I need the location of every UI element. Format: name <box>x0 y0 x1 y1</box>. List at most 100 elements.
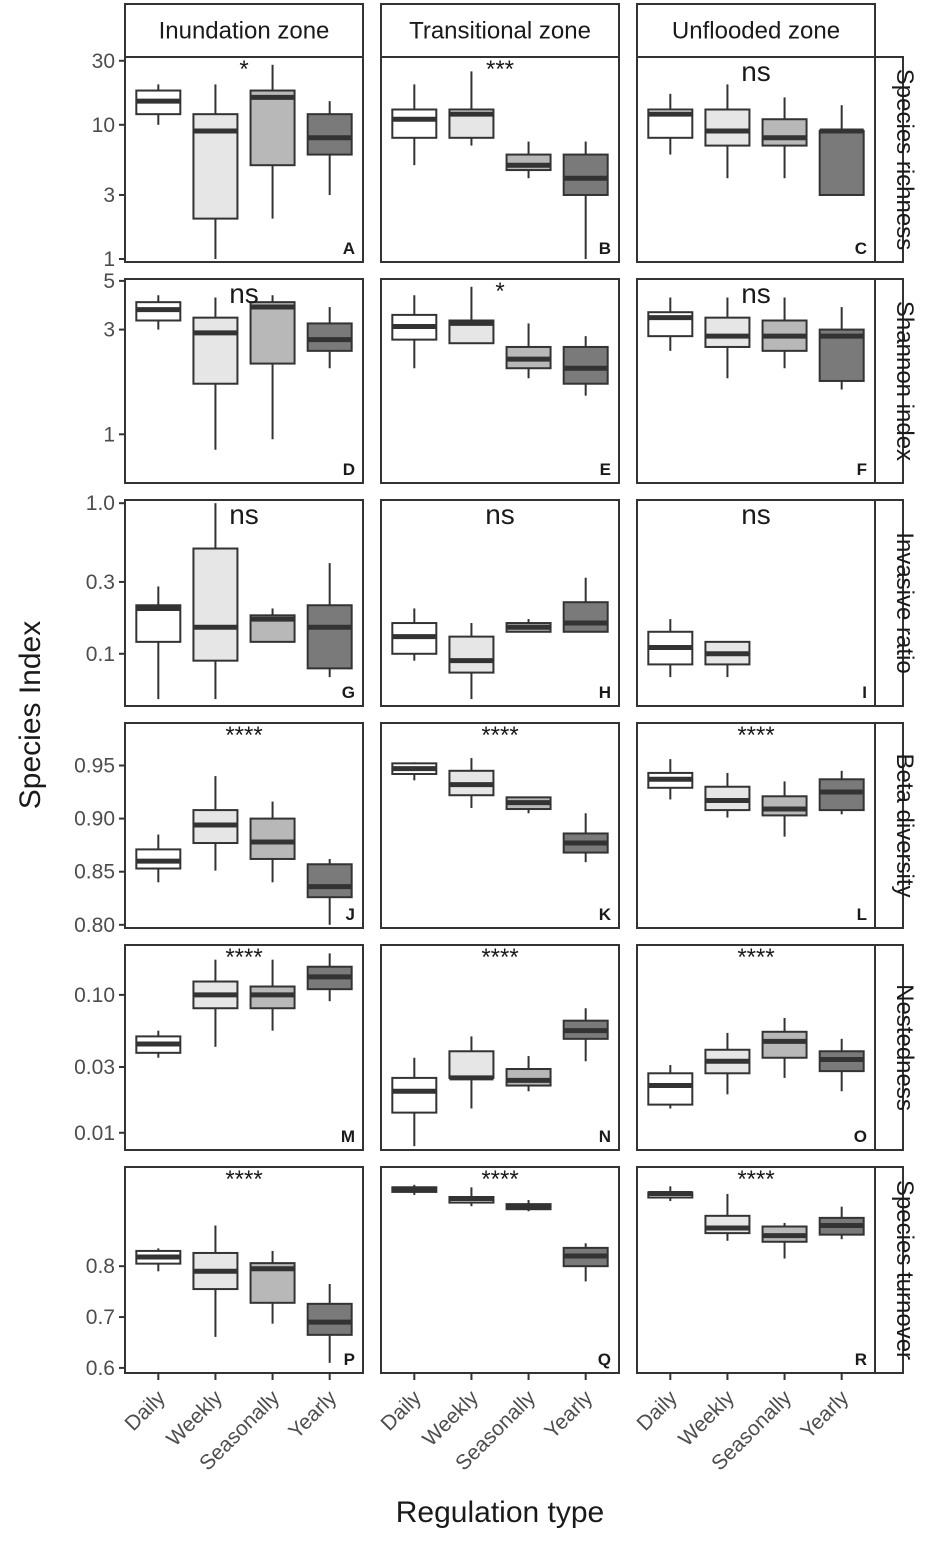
box-weekly <box>704 84 751 179</box>
y-tick-label: 0.85 <box>74 861 115 884</box>
box-yearly <box>818 307 865 390</box>
y-tick-label: 3 <box>103 319 115 342</box>
panel-border <box>124 56 364 263</box>
panel-letter: H <box>599 683 611 702</box>
box-daily <box>647 1186 694 1202</box>
panel-letter: M <box>341 1127 355 1146</box>
y-tick-label: 1 <box>103 423 115 446</box>
panel-letter: R <box>855 1350 867 1369</box>
box-iqr <box>249 89 296 167</box>
panel-R: **** R <box>636 1166 876 1374</box>
box-iqr <box>192 316 239 385</box>
panel-B: *** B <box>380 56 620 263</box>
y-tick-label: 0.80 <box>74 914 115 937</box>
box-yearly <box>562 813 609 863</box>
box-weekly <box>448 1036 495 1109</box>
x-tick-label-daily: Daily <box>377 1386 427 1436</box>
significance-label: **** <box>225 722 262 749</box>
box-daily <box>391 1057 438 1147</box>
box-seasonally <box>249 295 296 440</box>
box-iqr <box>448 635 495 674</box>
box-iqr <box>818 129 865 196</box>
x-tick-label-yearly: Yearly <box>540 1386 597 1443</box>
box-iqr <box>391 1076 438 1114</box>
box-seasonally <box>761 1017 808 1078</box>
box-yearly <box>818 105 865 196</box>
box-seasonally <box>505 619 552 633</box>
significance-label: ns <box>741 499 771 530</box>
index-strip-species-richness <box>874 56 904 263</box>
box-daily <box>647 619 694 678</box>
box-seasonally <box>249 801 296 883</box>
box-seasonally <box>505 796 552 814</box>
index-label-nestedness: Nestedness <box>891 984 918 1111</box>
y-tick-label: 10 <box>92 114 115 137</box>
box-weekly <box>192 503 239 700</box>
box-weekly <box>448 286 495 345</box>
panel-border <box>636 499 876 707</box>
significance-label: **** <box>481 1166 518 1193</box>
significance-label: **** <box>481 722 518 749</box>
box-yearly <box>306 953 353 1002</box>
y-tick-label: 30 <box>92 50 115 73</box>
index-strip-species-turnover <box>874 1166 904 1374</box>
panel-A: *A <box>124 56 364 263</box>
box-daily <box>135 1248 182 1272</box>
x-axis-title: Regulation type <box>396 1496 604 1529</box>
box-iqr <box>562 345 609 385</box>
significance-label: **** <box>737 722 774 749</box>
y-tick-label: 0.3 <box>86 571 115 594</box>
index-label-species-richness: Species richness <box>891 69 918 250</box>
significance-label: ns <box>485 499 515 530</box>
box-iqr <box>306 1302 353 1336</box>
box-daily <box>647 759 694 800</box>
panel-letter: P <box>344 1350 355 1369</box>
box-yearly <box>306 1283 353 1363</box>
panel-border <box>380 944 620 1151</box>
box-iqr <box>562 601 609 633</box>
panel-I: ns I <box>636 499 876 707</box>
box-iqr <box>249 817 296 860</box>
box-weekly <box>192 959 239 1047</box>
index-label-beta-diversity: Beta diversity <box>891 753 918 897</box>
box-weekly <box>704 772 751 818</box>
panel-letter: A <box>343 239 355 258</box>
panel-border <box>124 499 364 707</box>
panel-letter: F <box>857 460 867 479</box>
box-yearly <box>562 577 609 633</box>
significance-label: * <box>239 56 248 83</box>
panel-letter: G <box>342 683 355 702</box>
panel-D: ns D <box>124 278 364 484</box>
x-tick-label-daily: Daily <box>121 1386 171 1436</box>
box-daily <box>391 608 438 661</box>
box-daily <box>135 295 182 330</box>
box-daily <box>391 1184 438 1195</box>
significance-label: **** <box>737 944 774 971</box>
box-yearly <box>818 770 865 815</box>
box-iqr <box>505 1068 552 1087</box>
box-seasonally <box>249 64 296 219</box>
panel-letter: I <box>862 683 867 702</box>
zone-strip-transitional-zone <box>380 3 620 58</box>
panel-letter: K <box>599 905 612 924</box>
zone-label-unflooded-zone: Unflooded zone <box>672 18 840 45</box>
box-yearly <box>306 101 353 195</box>
box-iqr <box>306 604 353 670</box>
panel-letter: L <box>857 905 867 924</box>
y-tick-label: 0.95 <box>74 754 115 777</box>
box-weekly <box>704 1193 751 1241</box>
box-iqr <box>306 113 353 156</box>
box-iqr <box>761 1030 808 1059</box>
box-iqr <box>647 1072 694 1106</box>
panel-L: **** L <box>636 722 876 929</box>
box-yearly <box>306 307 353 369</box>
significance-label: ns <box>229 499 259 530</box>
panel-O: **** O <box>636 944 876 1151</box>
zone-label-inundation-zone: Inundation zone <box>159 18 330 45</box>
significance-label: ns <box>741 278 771 309</box>
index-label-invasive-ratio: Invasive ratio <box>891 532 918 673</box>
box-yearly <box>818 1206 865 1240</box>
box-seasonally <box>505 323 552 379</box>
box-weekly <box>192 1225 239 1337</box>
box-seasonally <box>761 1222 808 1259</box>
